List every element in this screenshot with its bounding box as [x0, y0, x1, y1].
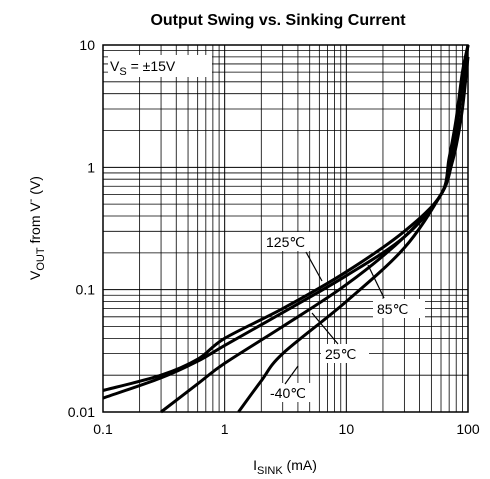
y-tick-label: 10	[79, 37, 95, 53]
y-tick-label: 0.01	[68, 404, 95, 420]
label-bg-25	[321, 344, 369, 363]
y-tick-label: 0.1	[76, 282, 96, 298]
series-line-3	[237, 56, 470, 413]
curves	[102, 44, 470, 414]
label-bg-125	[262, 232, 318, 251]
series-line-1	[102, 44, 470, 400]
x-tick-label: 1	[221, 421, 229, 437]
x-tick-label: 100	[456, 421, 480, 437]
y-tick-label: 1	[87, 159, 95, 175]
vs-annotation-bg	[108, 55, 212, 77]
leader-25	[311, 312, 339, 345]
x-axis-label: ISINK (mA)	[253, 457, 317, 477]
leader-m40	[284, 365, 299, 385]
plot-frame	[102, 44, 469, 413]
series-line-2	[160, 44, 470, 414]
series-label-85: 85℃	[377, 301, 408, 317]
y-axis-label: VOUT from V- (V)	[25, 176, 47, 280]
x-tick-label: 10	[339, 421, 355, 437]
vs-annotation: VS = ±15V	[110, 58, 176, 78]
label-bg-m40	[266, 383, 318, 402]
leader-85	[367, 264, 385, 299]
chart-title: Output Swing vs. Sinking Current	[150, 12, 406, 29]
grid	[103, 45, 468, 412]
label-bg-85	[373, 299, 425, 318]
x-tick-label: 0.1	[93, 421, 113, 437]
series-label-25: 25℃	[325, 346, 356, 362]
leader-125	[305, 251, 323, 282]
series-label-m40: -40℃	[270, 385, 306, 401]
series-label-125: 125℃	[266, 234, 305, 250]
